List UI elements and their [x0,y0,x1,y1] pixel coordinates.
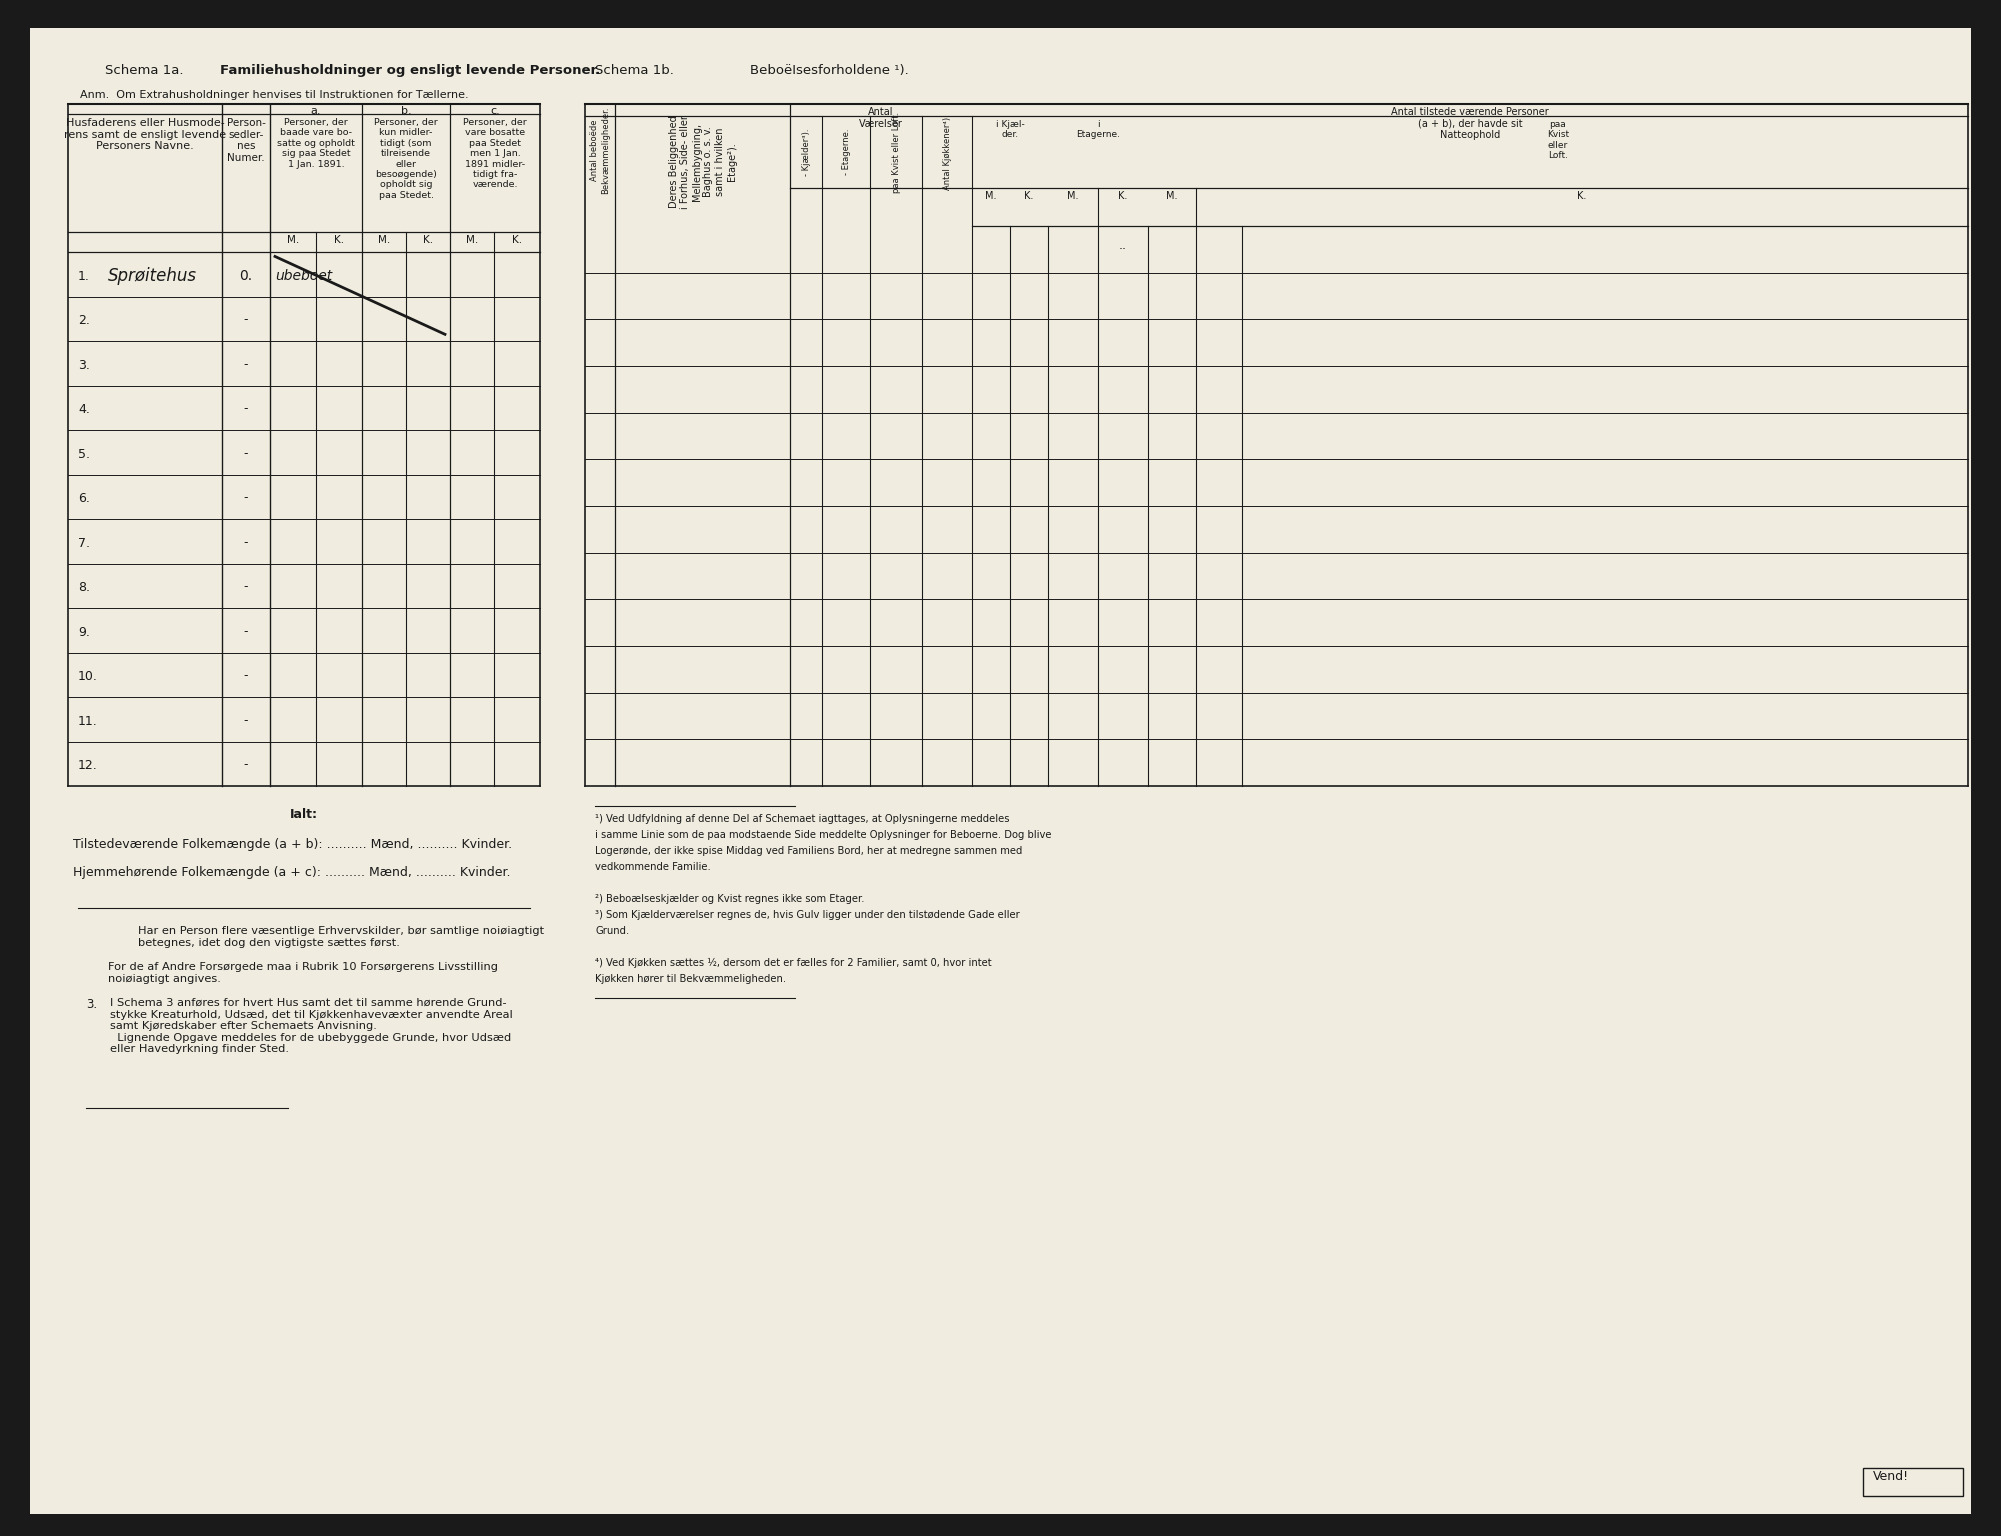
Text: 10.: 10. [78,670,98,684]
Text: M.: M. [1167,190,1179,201]
Text: ³) Som Kjælderværelser regnes de, hvis Gulv ligger under den tilstødende Gade el: ³) Som Kjælderværelser regnes de, hvis G… [594,909,1021,920]
Text: ⁴) Ved Kjøkken sættes ½, dersom det er fælles for 2 Familier, samt 0, hvor intet: ⁴) Ved Kjøkken sættes ½, dersom det er f… [594,958,992,968]
Text: -: - [244,492,248,504]
Text: paa Kvist eller Loft.: paa Kvist eller Loft. [892,112,900,192]
Text: paa
Kvist
eller
Loft.: paa Kvist eller Loft. [1547,120,1569,160]
Text: 3.: 3. [78,359,90,372]
Text: ¹) Ved Udfyldning af denne Del af Schemaet iagttages, at Oplysningerne meddeles: ¹) Ved Udfyldning af denne Del af Schema… [594,814,1009,823]
Text: -: - [244,759,248,771]
Text: Logerønde, der ikke spise Middag ved Familiens Bord, her at medregne sammen med: Logerønde, der ikke spise Middag ved Fam… [594,846,1023,856]
Text: Antal
Værelser: Antal Værelser [858,108,902,129]
Text: b.: b. [400,106,412,117]
Text: Husfaderens eller Husmode-
rens samt de ensligt levende
Personers Navne.: Husfaderens eller Husmode- rens samt de … [64,118,226,151]
Text: K.: K. [334,235,344,246]
Text: For de af Andre Forsørgede maa i Rubrik 10 Forsørgerens Livsstilling
noiøiagtigt: For de af Andre Forsørgede maa i Rubrik … [108,962,498,983]
Text: Anm.  Om Extrahusholdninger henvises til Instruktionen for Tællerne.: Anm. Om Extrahusholdninger henvises til … [80,91,468,100]
Text: I Schema 3 anføres for hvert Hus samt det til samme hørende Grund-
stykke Kreatu: I Schema 3 anføres for hvert Hus samt de… [110,998,512,1054]
Text: Hjemmehørende Folkemængde (a + c): .......... Mænd, .......... Kvinder.: Hjemmehørende Folkemængde (a + c): .....… [72,866,510,879]
Text: K.: K. [1025,190,1035,201]
Text: Personer, der
baade vare bo-
satte og opholdt
sig paa Stedet
1 Jan. 1891.: Personer, der baade vare bo- satte og op… [276,118,354,169]
Bar [1863,1468,1963,1496]
Text: Familiehusholdninger og ensligt levende Personer.: Familiehusholdninger og ensligt levende … [220,65,600,77]
Text: 0.: 0. [240,269,252,283]
Text: 9.: 9. [78,625,90,639]
Text: -: - [244,670,248,682]
Text: M.: M. [466,235,478,246]
Text: Antal Kjøkkener⁴).: Antal Kjøkkener⁴). [942,114,952,190]
Text: M.: M. [286,235,298,246]
Text: K.: K. [1577,190,1587,201]
Text: i samme Linie som de paa modstaende Side meddelte Oplysninger for Beboerne. Dog : i samme Linie som de paa modstaende Side… [594,829,1051,840]
Text: Tilstedeværende Folkemængde (a + b): .......... Mænd, .......... Kvinder.: Tilstedeværende Folkemængde (a + b): ...… [72,839,512,851]
Text: -: - [244,714,248,727]
Text: Deres Beliggenhed
i Forhus, Side- eller
Mellembygning,
Baghus o. s. v.
samt i hv: Deres Beliggenhed i Forhus, Side- eller … [668,115,736,209]
Text: Antal tilstede værende Personer
(a + b), der havde sit
Natteophold: Antal tilstede værende Personer (a + b),… [1391,108,1549,140]
Text: 4.: 4. [78,404,90,416]
Text: -: - [244,536,248,548]
Text: BeboëIsesforholdene ¹).: BeboëIsesforholdene ¹). [750,65,908,77]
Text: Ialt:: Ialt: [290,808,318,822]
Text: M.: M. [1067,190,1079,201]
Text: - Kjælder³).: - Kjælder³). [802,127,810,175]
Text: M.: M. [984,190,996,201]
Text: Personer, der
vare bosatte
paa Stedet
men 1 Jan.
1891 midler-
tidigt fra-
værend: Personer, der vare bosatte paa Stedet me… [462,118,526,189]
Text: Schema 1a.: Schema 1a. [104,65,184,77]
Text: 7.: 7. [78,536,90,550]
Text: K.: K. [512,235,522,246]
Text: ubeboet: ubeboet [274,269,332,283]
Text: 8.: 8. [78,581,90,594]
Text: 1.: 1. [78,270,90,283]
Text: K.: K. [1119,190,1129,201]
Text: i
Etagerne.: i Etagerne. [1077,120,1121,140]
Text: ²) Beboælseskjælder og Kvist regnes ikke som Etager.: ²) Beboælseskjælder og Kvist regnes ikke… [594,894,864,905]
Text: -: - [244,358,248,370]
Text: -: - [244,313,248,326]
Text: -: - [244,402,248,415]
Text: Antal beboëde
Bekvæmmeligheder.: Antal beboëde Bekvæmmeligheder. [590,106,610,194]
Text: Sprøitehus: Sprøitehus [108,267,196,286]
Text: vedkommende Familie.: vedkommende Familie. [594,862,710,872]
Text: ··: ·· [1119,243,1127,257]
Text: 6.: 6. [78,492,90,505]
Text: 3.: 3. [86,998,98,1011]
Text: 11.: 11. [78,714,98,728]
Text: - Etagerne.: - Etagerne. [842,129,850,175]
Text: Person-
sedler-
nes
Numer.: Person- sedler- nes Numer. [226,118,266,163]
Text: K.: K. [422,235,432,246]
Text: Vend!: Vend! [1873,1470,1909,1482]
Text: -: - [244,625,248,637]
Text: Kjøkken hører til Bekvæmmeligheden.: Kjøkken hører til Bekvæmmeligheden. [594,974,786,985]
Text: Grund.: Grund. [594,926,628,935]
Text: -: - [244,447,248,459]
Text: i Kjæl-
der.: i Kjæl- der. [996,120,1025,140]
Text: 5.: 5. [78,449,90,461]
Text: Personer, der
kun midler-
tidigt (som
tilreisende
eller
besoøgende)
opholdt sig
: Personer, der kun midler- tidigt (som ti… [374,118,438,200]
Text: Har en Person flere væsentlige Erhvervskilder, bør samtlige noiøiagtigt
betegnes: Har en Person flere væsentlige Erhvervsk… [138,926,544,948]
Text: 2.: 2. [78,315,90,327]
Text: -: - [244,581,248,593]
Text: Schema 1b.: Schema 1b. [594,65,674,77]
Text: a.: a. [310,106,322,117]
Text: M.: M. [378,235,390,246]
Text: c.: c. [490,106,500,117]
Text: 12.: 12. [78,759,98,773]
